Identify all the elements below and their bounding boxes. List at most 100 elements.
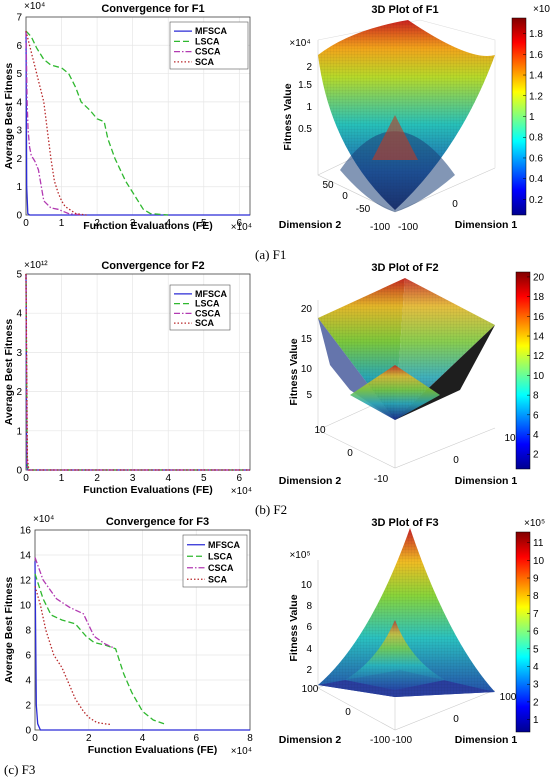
y-tick-label: 4 [25,676,31,687]
z-axis-label: Fitness Value [282,83,294,150]
y-tick-label: 5 [16,270,22,281]
colorbar-tick-label: 1 [529,112,535,123]
colorbar-tick-label: 10 [533,556,545,567]
colorbar-tick-label: 14 [533,332,545,343]
legend-label: SCA [195,57,215,67]
x-tick: 0 [452,199,458,210]
colorbar-tick-label: 0.8 [529,133,543,144]
z-tick: 10 [301,364,313,375]
colorbar [515,271,531,470]
surface-grid [318,528,495,697]
colorbar-tick-label: 18 [533,292,545,303]
x-tick: 0 [453,714,459,725]
z-tick: 2 [306,62,312,73]
legend-box [169,284,231,331]
y-tick-label: 4 [16,97,22,108]
y-tick-label: 3 [16,348,22,359]
z-tick: 10 [301,580,313,591]
series-line-mfsca [25,31,250,216]
surface-grid [318,278,495,420]
x-tick-label: 2 [94,218,100,229]
z-tick: 6 [306,622,312,633]
colorbar-tick-label: 7 [533,609,539,620]
colorbar-tick-label: 20 [533,272,545,283]
x-tick: 0 [453,455,459,466]
y-axis-label: Average Best Fitness [3,319,15,426]
y-multiplier: ×10⁴ [24,1,45,12]
x-multiplier: ×10⁴ [231,486,252,497]
y-tick-label: 10 [20,601,32,612]
x-axis-label: Function Evaluations (FE) [83,220,213,232]
legend-label: CSCA [195,47,221,57]
series-line-sca [34,586,111,726]
series-line-lsca [34,573,165,725]
legend-label: MFSCA [195,289,227,299]
surface-plot-f1: 3D Plot of F1 ×10⁴ 2 1.5 1 0.5 Fitness V… [279,4,550,233]
y-tick: -100 [370,222,390,233]
colorbar-tick-label: 1.8 [529,29,543,40]
z-tick: 5 [306,390,312,401]
x-tick: -100 [392,735,412,746]
series-line-sca [25,30,87,216]
colorbar-tick-label: 8 [533,591,539,602]
x-axis-label: Function Evaluations (FE) [88,744,218,756]
series-line-csca [34,557,114,649]
colorbar-tick-label: 0.4 [529,174,543,185]
x-tick-label: 4 [165,218,171,229]
colorbar-tick-label: 6 [533,627,539,638]
y-tick-label: 8 [25,626,31,637]
colorbar-ticks: 2 4 6 8 10 12 14 16 18 20 [527,272,545,461]
colorbar-ticks: 0.2 0.4 0.6 0.8 1 1.2 1.4 1.6 1.8 [523,29,543,206]
legend-label: CSCA [195,308,221,318]
surface-plot-f3: 3D Plot of F3 ×10⁵ 10 8 6 4 2 Fitness Va… [279,517,545,746]
x-tick: 10 [504,433,516,444]
legend-label: CSCA [208,563,234,573]
x-multiplier: ×10⁴ [231,222,252,233]
convergence-chart-f1: 0 1 2 3 4 5 6 0 1 2 3 4 5 6 7 Convergence for F1 Functio… [3,1,252,233]
colorbar-tick-label: 8 [533,391,539,402]
y-multiplier: ×10¹² [24,260,48,271]
x-tick-label: 6 [193,733,199,744]
z-tick: 0.5 [298,124,312,135]
z-axis-label: Fitness Value [288,594,300,661]
y-tick-label: 2 [25,701,31,712]
colorbar-tick-label: 2 [533,697,539,708]
z-tick: 1 [306,102,312,113]
legend-box [169,21,249,70]
legend-label: MFSCA [208,540,240,550]
z-tick: 2 [306,665,312,676]
colorbar-multiplier: ×10⁵ [524,518,545,529]
colorbar-tick-label: 0.2 [529,195,543,206]
y-tick: 0 [345,707,351,718]
colorbar-tick-label: 9 [533,574,539,585]
y-tick-label: 12 [20,576,32,587]
surface-title: 3D Plot of F2 [371,262,438,274]
y-axis-label: Average Best Fitness [3,63,15,170]
surface-front-lobe [340,131,455,212]
x-tick-label: 1 [59,218,65,229]
x-tick: 100 [500,692,517,703]
y-axis-label: Average Best Fitness [3,577,15,684]
y-tick: 50 [322,180,334,191]
legend-label: LSCA [208,551,233,561]
x-axis-label: Dimension 1 [455,219,518,231]
colorbar-tick-label: 12 [533,351,545,362]
y-tick-label: 5 [16,69,22,80]
colorbar-tick-label: 5 [533,644,539,655]
x-axis-label: Function Evaluations (FE) [83,484,213,496]
series-line-csca [25,31,83,216]
y-tick-label: 7 [16,13,22,24]
x-tick-label: 4 [165,473,171,484]
caption-c: (c) F3 [4,762,35,777]
surface-plot-f2: 3D Plot of F2 20 15 10 5 Fitness Value 1… [279,262,545,487]
colorbar-tick-label: 2 [533,450,539,461]
z-tick: 8 [306,601,312,612]
y-axis-label: Dimension 2 [279,475,342,487]
x-tick-label: 1 [59,473,65,484]
y-tick: 0 [347,448,353,459]
colorbar-multiplier: ×10⁴ [533,4,550,15]
y-tick: -100 [370,735,390,746]
z-multiplier: ×10⁴ [289,38,310,49]
x-tick-label: 3 [130,473,136,484]
x-tick-label: 0 [23,473,29,484]
